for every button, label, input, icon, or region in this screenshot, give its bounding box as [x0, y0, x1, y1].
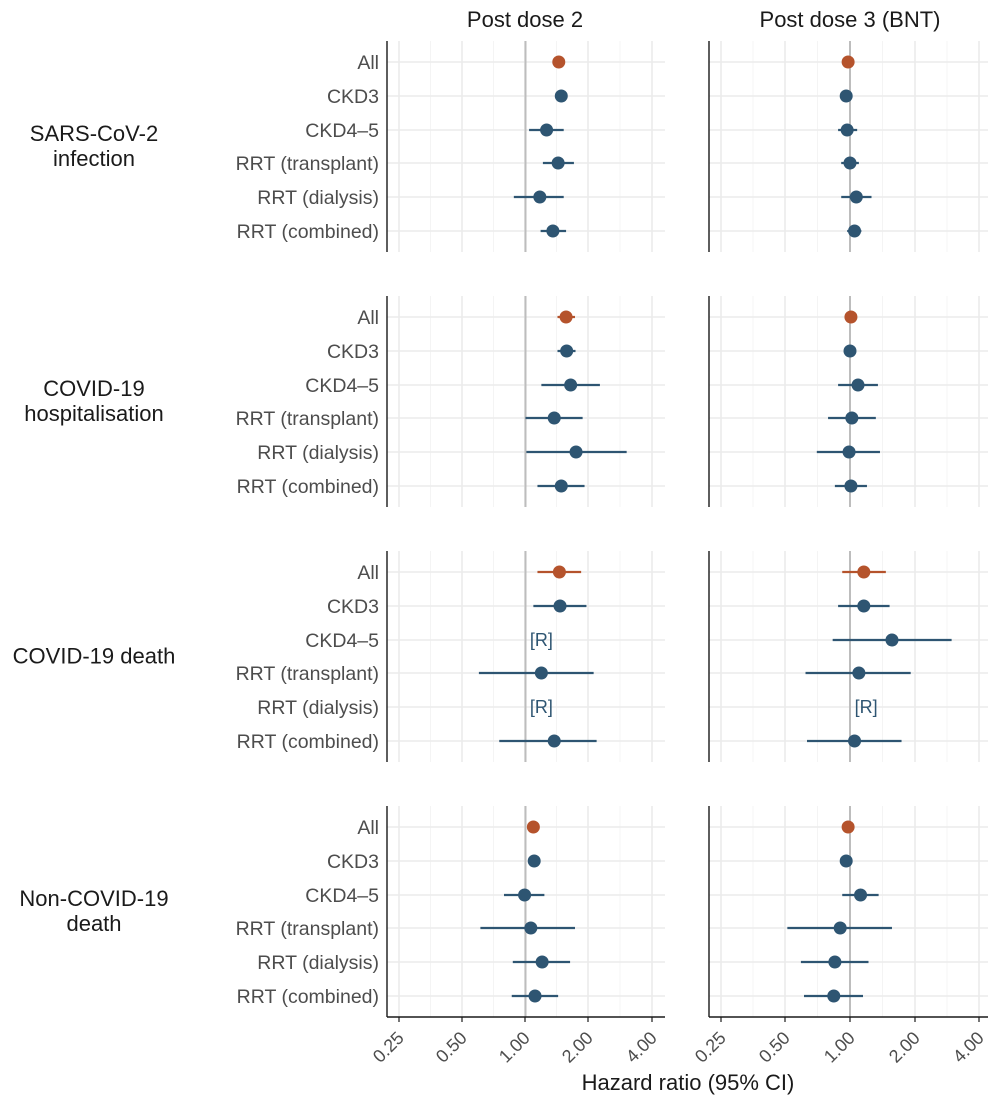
- category-label: RRT (transplant): [236, 408, 379, 430]
- point-estimate-rrt-transplant: [843, 156, 857, 170]
- x-tick-label: 4.00: [622, 1028, 661, 1067]
- category-label: RRT (dialysis): [257, 697, 379, 719]
- category-label: RRT (transplant): [236, 918, 379, 940]
- point-estimate-rrt-transplant: [833, 921, 847, 935]
- category-label: RRT (transplant): [236, 153, 379, 175]
- point-estimate-rrt-dialysis: [842, 445, 856, 459]
- x-tick-label: 1.00: [495, 1028, 534, 1067]
- category-label: CKD4–5: [305, 375, 379, 397]
- point-estimate-all: [857, 565, 871, 579]
- point-estimate-ckd3: [554, 89, 568, 103]
- category-label: RRT (dialysis): [257, 952, 379, 974]
- point-estimate-rrt-transplant: [524, 921, 538, 935]
- point-estimate-all: [844, 310, 858, 324]
- point-estimate-all: [552, 565, 566, 579]
- category-label: RRT (combined): [237, 476, 379, 498]
- x-tick-label: 1.00: [820, 1028, 859, 1067]
- category-label: CKD4–5: [305, 885, 379, 907]
- row-title-sars-cov-2-infection: SARS-CoV-2 infection: [30, 121, 158, 171]
- redacted-label: [R]: [530, 697, 553, 717]
- point-estimate-rrt-combined: [546, 224, 560, 238]
- column-title-post-dose-2: Post dose 2: [467, 7, 583, 32]
- point-estimate-rrt-transplant: [852, 666, 866, 680]
- point-estimate-rrt-combined: [844, 479, 858, 493]
- point-estimate-rrt-dialysis: [849, 190, 863, 204]
- category-label: CKD3: [327, 851, 379, 873]
- category-label: RRT (combined): [237, 221, 379, 243]
- x-axis-title: Hazard ratio (95% CI): [582, 1070, 795, 1095]
- category-label: All: [357, 52, 379, 74]
- point-estimate-rrt-transplant: [845, 411, 859, 425]
- redacted-label: [R]: [530, 630, 553, 650]
- x-tick-label: 2.00: [558, 1028, 597, 1067]
- category-label: CKD4–5: [305, 630, 379, 652]
- point-estimate-rrt-transplant: [547, 411, 561, 425]
- point-estimate-all: [841, 55, 855, 69]
- x-tick-label: 0.25: [691, 1028, 730, 1067]
- row-title-covid-19-hospitalisation: COVID-19 hospitalisation: [24, 376, 163, 426]
- category-label: RRT (combined): [237, 986, 379, 1008]
- point-estimate-ckd4-5: [518, 888, 532, 902]
- point-estimate-rrt-transplant: [534, 666, 548, 680]
- point-estimate-rrt-combined: [827, 989, 841, 1003]
- point-estimate-ckd3: [843, 344, 857, 358]
- point-estimate-ckd3: [839, 89, 853, 103]
- point-estimate-ckd3: [560, 344, 574, 358]
- point-estimate-rrt-combined: [848, 734, 862, 748]
- point-estimate-all: [559, 310, 573, 324]
- point-estimate-ckd3: [527, 854, 541, 868]
- point-estimate-ckd4-5: [854, 888, 868, 902]
- redacted-label: [R]: [855, 697, 878, 717]
- point-estimate-ckd3: [839, 854, 853, 868]
- row-title-covid-19-death: COVID-19 death: [13, 644, 176, 669]
- point-estimate-rrt-combined: [547, 734, 561, 748]
- point-estimate-all: [552, 55, 566, 69]
- point-estimate-rrt-dialysis: [828, 955, 842, 969]
- x-tick-label: 0.50: [432, 1028, 471, 1067]
- category-label: CKD4–5: [305, 120, 379, 142]
- point-estimate-rrt-transplant: [551, 156, 565, 170]
- point-estimate-all: [526, 820, 540, 834]
- category-label: All: [357, 817, 379, 839]
- x-tick-label: 0.50: [755, 1028, 794, 1067]
- x-tick-label: 2.00: [885, 1028, 924, 1067]
- row-title-non-covid-19-death: Non-COVID-19 death: [19, 886, 168, 936]
- category-label: All: [357, 562, 379, 584]
- category-label: CKD3: [327, 86, 379, 108]
- category-label: RRT (dialysis): [257, 442, 379, 464]
- point-estimate-rrt-combined: [554, 479, 568, 493]
- point-estimate-ckd4-5: [885, 633, 899, 647]
- point-estimate-ckd4-5: [840, 123, 854, 137]
- category-label: CKD3: [327, 596, 379, 618]
- x-tick-label: 0.25: [369, 1028, 408, 1067]
- point-estimate-rrt-dialysis: [535, 955, 549, 969]
- category-label: CKD3: [327, 341, 379, 363]
- point-estimate-rrt-dialysis: [533, 190, 547, 204]
- point-estimate-rrt-combined: [848, 224, 862, 238]
- category-label: RRT (dialysis): [257, 187, 379, 209]
- point-estimate-ckd4-5: [851, 378, 865, 392]
- point-estimate-ckd4-5: [540, 123, 554, 137]
- point-estimate-ckd3: [553, 599, 567, 613]
- category-label: RRT (transplant): [236, 663, 379, 685]
- point-estimate-ckd4-5: [564, 378, 578, 392]
- x-tick-label: 4.00: [949, 1028, 988, 1067]
- point-estimate-rrt-combined: [528, 989, 542, 1003]
- category-label: RRT (combined): [237, 731, 379, 753]
- point-estimate-ckd3: [857, 599, 871, 613]
- category-label: All: [357, 307, 379, 329]
- column-title-post-dose-3-bnt: Post dose 3 (BNT): [760, 7, 941, 32]
- point-estimate-all: [841, 820, 855, 834]
- point-estimate-rrt-dialysis: [569, 445, 583, 459]
